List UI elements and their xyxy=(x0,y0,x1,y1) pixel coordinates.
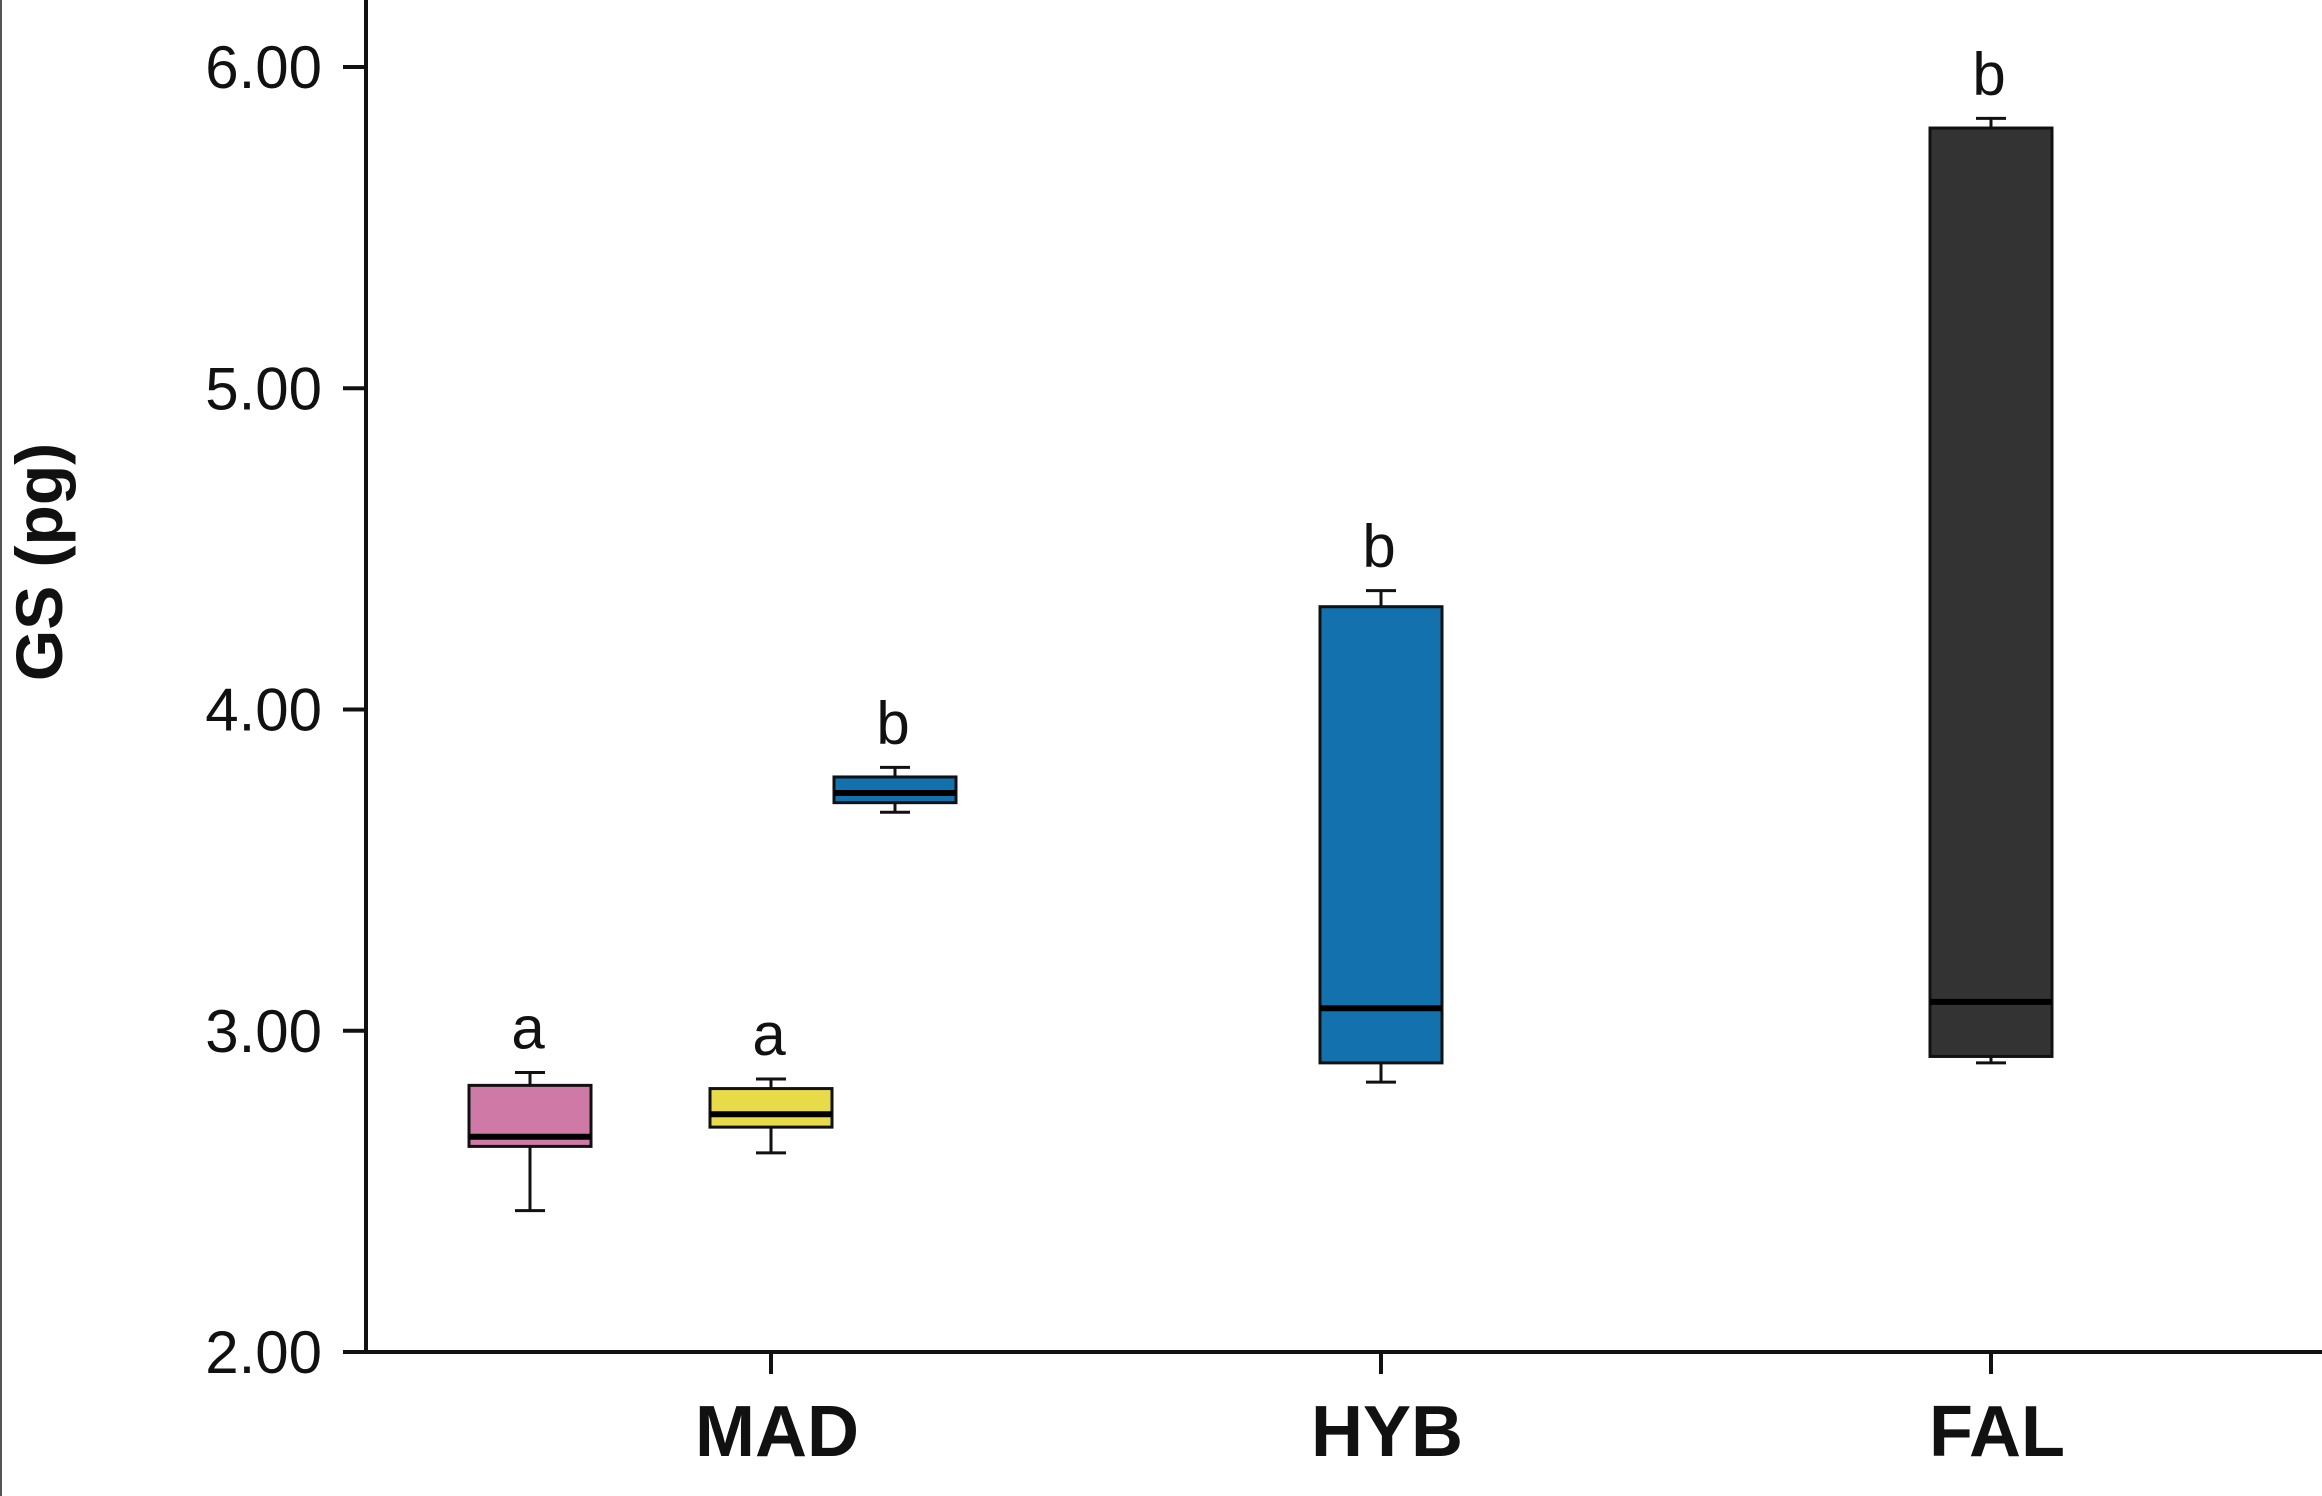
y-axis-ticks: 2.00 3.00 4.00 5.00 6.00 xyxy=(205,34,366,1386)
y-tick-label: 5.00 xyxy=(205,355,322,422)
box-body xyxy=(832,775,958,805)
y-tick-label: 4.00 xyxy=(205,677,322,744)
axes-group xyxy=(364,0,2322,1354)
significance-label: b xyxy=(1972,40,2005,107)
y-tick-label: 2.00 xyxy=(205,1319,322,1386)
x-category-label-fal: FAL xyxy=(1929,1392,2065,1472)
significance-label: b xyxy=(876,689,909,756)
y-axis-title: GS (pg) xyxy=(2,443,76,681)
box-fal-5: b xyxy=(1928,40,2054,1065)
x-axis-ticks: MAD HYB FAL xyxy=(695,1352,2065,1472)
y-tick-label: 3.00 xyxy=(205,998,322,1065)
box-body xyxy=(1928,126,2054,1058)
x-category-label-mad: MAD xyxy=(695,1392,859,1472)
x-category-label-hyb: HYB xyxy=(1311,1392,1463,1472)
significance-label: b xyxy=(1362,513,1395,580)
box-mad-2: a xyxy=(708,1001,834,1155)
box-body xyxy=(708,1087,834,1129)
y-tick-label: 6.00 xyxy=(205,34,322,101)
significance-label: a xyxy=(752,1001,786,1068)
box-mad-3: b xyxy=(832,689,958,814)
significance-label: a xyxy=(511,995,545,1062)
box-mad-1: a xyxy=(467,995,593,1213)
box-hyb-4: b xyxy=(1318,513,1444,1084)
box-body xyxy=(1318,605,1444,1065)
box-series: a a b b b xyxy=(467,40,2054,1213)
